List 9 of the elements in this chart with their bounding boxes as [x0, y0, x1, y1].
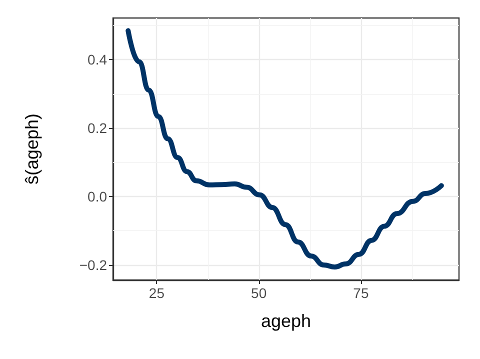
x-tick-label: 50 — [251, 285, 267, 301]
y-tick-label: −0.2 — [79, 256, 108, 273]
y-axis-title: ŝ(ageph) — [22, 113, 42, 185]
x-tick-label: 25 — [148, 285, 165, 301]
y-tick-label: 0.2 — [88, 120, 108, 136]
y-tick-label: 0.4 — [88, 52, 108, 68]
x-axis-title: ageph — [260, 311, 312, 331]
y-tick-label: 0.0 — [88, 188, 108, 205]
x-tick-label: 75 — [353, 285, 369, 301]
